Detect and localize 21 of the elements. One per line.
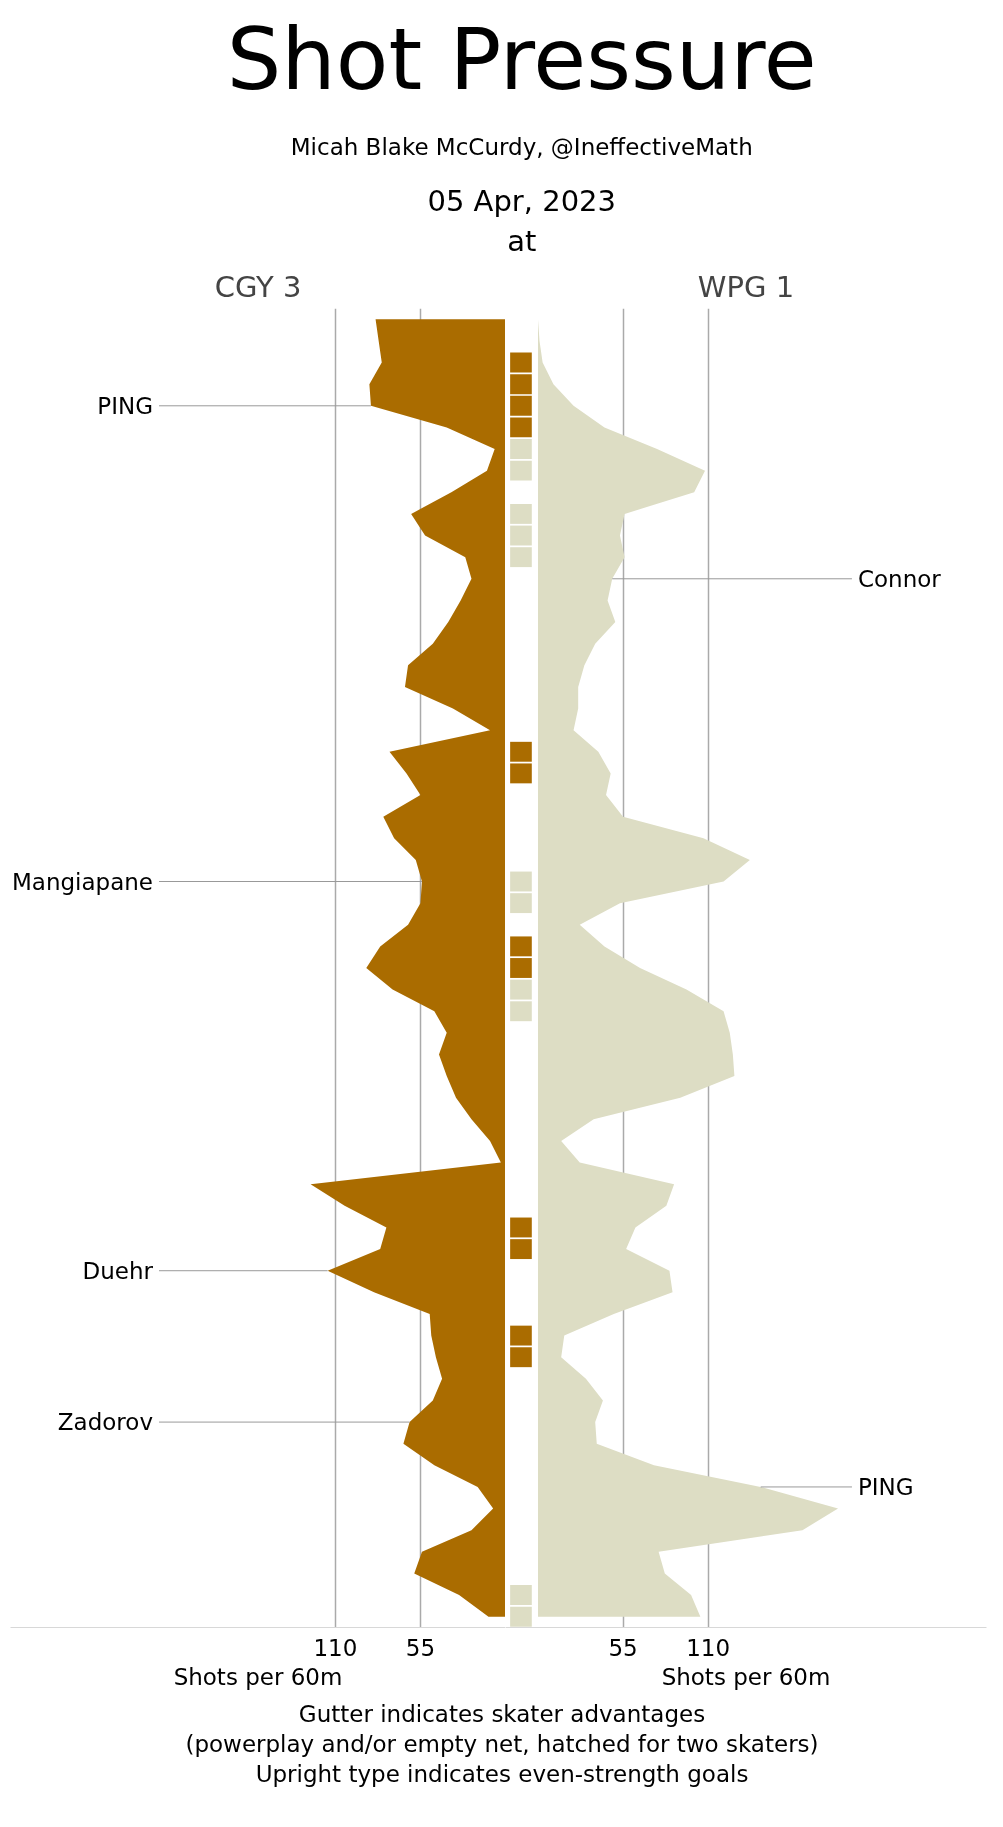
x-tick-label: 55 xyxy=(608,1634,638,1661)
x-axis-title: Shots per 60m xyxy=(173,1663,343,1690)
text: (powerplay and/or empty net, hatched for two skaters) xyxy=(185,1730,819,1757)
text: Micah Blake McCurdy, @IneffectiveMath xyxy=(290,133,753,160)
data-label: Zadorov xyxy=(57,1409,153,1436)
text: Gutter indicates skater advantages xyxy=(298,1700,706,1727)
text: at xyxy=(507,223,537,258)
data-label: Connor xyxy=(857,565,942,592)
data-label: Mangiapane xyxy=(11,868,154,895)
data-label: PING xyxy=(857,1473,914,1500)
chart-title: WPG 1 xyxy=(697,269,795,304)
x-tick-label: 110 xyxy=(313,1634,358,1661)
text: Upright type indicates even-strength goals xyxy=(255,1760,749,1787)
data-label: Duehr xyxy=(82,1257,154,1284)
x-axis-title: Shots per 60m xyxy=(661,1663,831,1690)
text: 05 Apr, 2023 xyxy=(427,183,617,218)
data-label: PING xyxy=(97,392,154,419)
text: Shot Pressure xyxy=(226,8,817,109)
chart-title: CGY 3 xyxy=(214,269,302,304)
x-tick-label: 55 xyxy=(405,1634,436,1661)
x-tick-label: 110 xyxy=(686,1634,731,1661)
